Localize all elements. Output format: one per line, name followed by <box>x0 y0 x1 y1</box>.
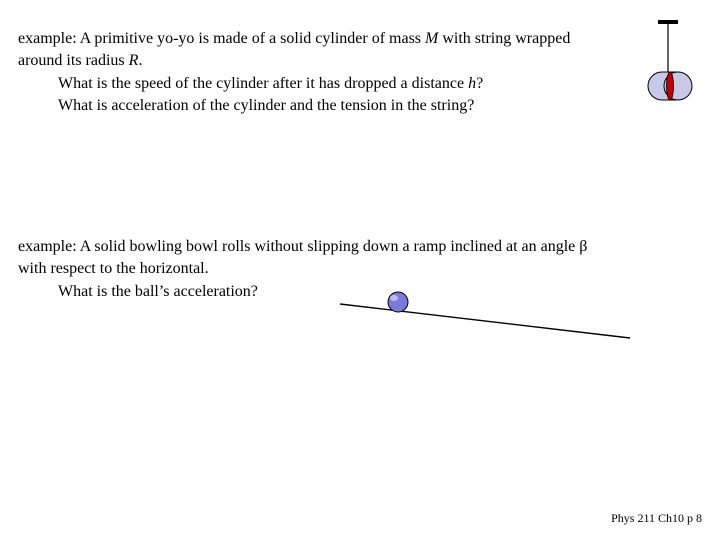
example1-line2: around its radius R. <box>18 50 658 72</box>
ball-highlight <box>390 295 398 301</box>
ex1-radius-var: R <box>129 52 139 69</box>
ex1-mass-var: M <box>425 30 438 47</box>
ex2-l1-pre: example: A solid bowling bowl rolls with… <box>18 238 579 255</box>
example2-line1: example: A solid bowling bowl rolls with… <box>18 236 678 258</box>
yoyo-ceiling-bar <box>658 20 678 24</box>
example1-line1: example: A primitive yo-yo is made of a … <box>18 28 658 50</box>
ex1-l2-pre: around its radius <box>18 52 129 69</box>
example2-line2: with respect to the horizontal. <box>18 258 678 280</box>
example1-q2: What is acceleration of the cylinder and… <box>58 95 658 117</box>
ex1-l1-post: with string wrapped <box>438 30 570 47</box>
ex2-angle-var: β <box>579 238 587 255</box>
ex1-q1-pre: What is the speed of the cylinder after … <box>58 75 468 92</box>
yoyo-figure <box>640 20 710 110</box>
example1-text: example: A primitive yo-yo is made of a … <box>18 28 658 118</box>
ex1-h-var: h <box>468 75 476 92</box>
ramp-line <box>340 304 630 338</box>
ramp-figure <box>300 286 640 346</box>
ex1-l1-pre: example: A primitive yo-yo is made of a … <box>18 30 425 47</box>
example1-q1: What is the speed of the cylinder after … <box>58 73 658 95</box>
slide-footer: Phys 211 Ch10 p 8 <box>611 511 702 526</box>
ex1-q1-post: ? <box>476 75 483 92</box>
ex1-l2-post: . <box>138 52 142 69</box>
